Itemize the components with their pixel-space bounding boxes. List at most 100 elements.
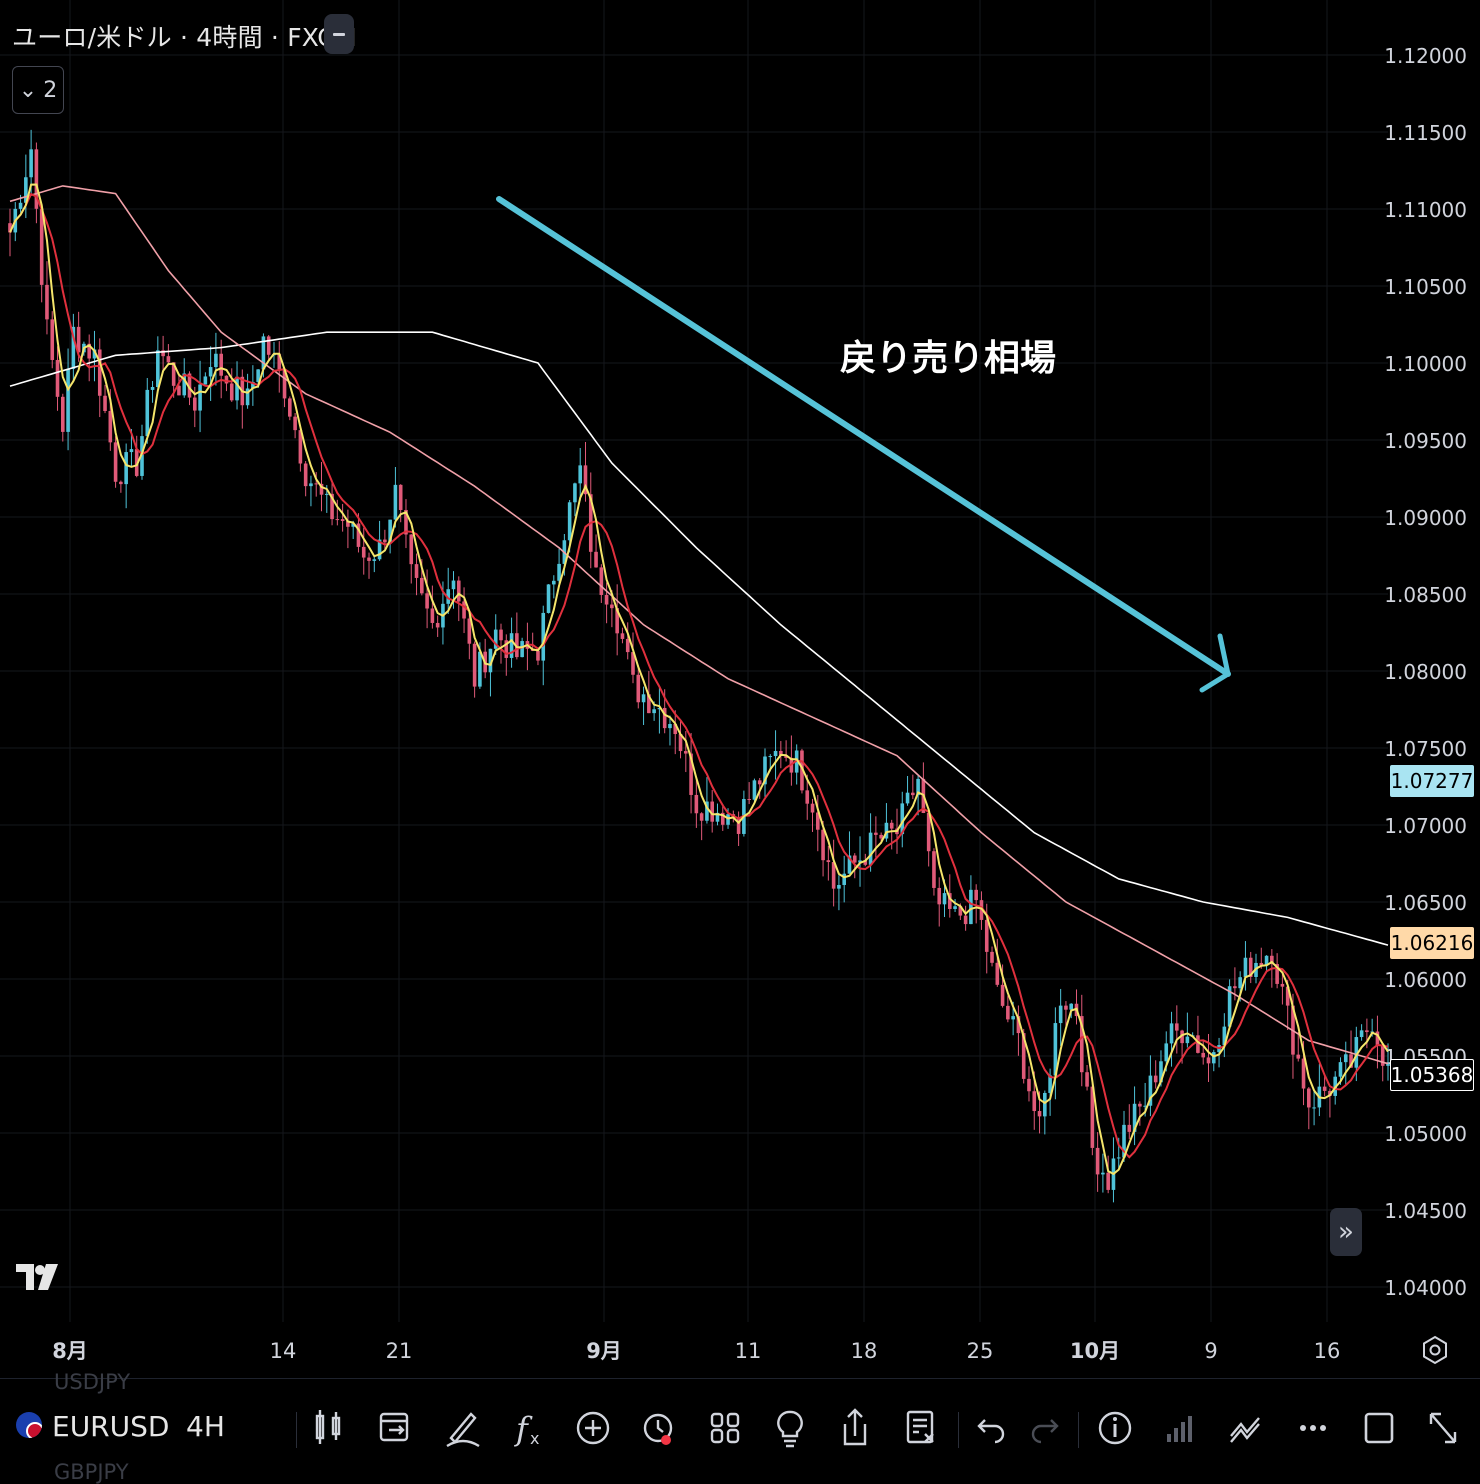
x-tick-label: 18	[851, 1339, 878, 1363]
redo-icon[interactable]	[1020, 1404, 1066, 1452]
candle-body	[520, 641, 524, 658]
candle-body	[97, 349, 102, 396]
candle-body	[1343, 1054, 1348, 1063]
candle-body	[383, 539, 387, 543]
drawing-icon[interactable]	[440, 1404, 486, 1452]
candle-body	[684, 751, 688, 754]
candle-body	[784, 755, 788, 758]
checklist-icon[interactable]	[898, 1404, 944, 1452]
candle-body	[171, 362, 176, 386]
candle-body	[937, 887, 942, 905]
candle-body	[625, 638, 630, 653]
chart-title[interactable]: ユーロ/米ドル · 4時間 · FXCM	[12, 23, 357, 52]
candle-body	[604, 594, 609, 605]
candle-body	[615, 608, 619, 634]
gear-icon[interactable]	[1420, 1335, 1450, 1365]
layout-icon[interactable]	[702, 1404, 748, 1452]
candle-body	[573, 483, 577, 503]
bars-icon[interactable]	[1158, 1404, 1204, 1452]
y-tick-label: 1.12000	[1384, 44, 1467, 68]
candle-body	[134, 449, 139, 476]
candle-body	[1143, 1105, 1147, 1107]
candle-body	[736, 818, 741, 834]
candle-body	[1032, 1091, 1037, 1112]
y-tick-label: 1.10500	[1384, 275, 1467, 299]
candle-body	[1280, 983, 1285, 987]
x-tick-label: 21	[386, 1339, 413, 1363]
candle-body	[815, 812, 820, 830]
candles-icon[interactable]	[306, 1404, 352, 1452]
candle-body	[1053, 1023, 1058, 1076]
candle-body	[610, 604, 614, 609]
collapse-legend-button[interactable]	[324, 14, 354, 54]
candle-body	[668, 724, 672, 729]
candle-body	[467, 618, 472, 644]
candle-body	[462, 601, 466, 619]
share-icon[interactable]	[832, 1404, 878, 1452]
candle-body	[673, 724, 678, 735]
candle-body	[557, 563, 561, 581]
trend-arrow-shaft	[496, 196, 1231, 677]
candle-body	[1148, 1075, 1153, 1106]
trend-annotation-label[interactable]: 戻り売り相場	[840, 338, 1056, 379]
candle-body	[689, 753, 693, 795]
ma-long-line	[9, 331, 1389, 946]
candle-body	[1037, 1111, 1042, 1117]
price-tag-1.05368: 1.05368	[1390, 1059, 1474, 1091]
candle-body	[420, 577, 424, 594]
candle-body	[805, 790, 810, 804]
candle-body	[256, 369, 260, 382]
candle-body	[1106, 1172, 1110, 1190]
candle-body	[953, 906, 957, 909]
candle-body	[773, 750, 778, 757]
candle-body	[1365, 1030, 1369, 1033]
candle-body	[1043, 1092, 1047, 1117]
candle-body	[277, 354, 282, 370]
candle-body	[388, 519, 392, 543]
candle-body	[1354, 1037, 1359, 1068]
candle-body	[1000, 984, 1005, 1006]
candle-body	[694, 794, 699, 814]
ideas-icon[interactable]	[767, 1404, 813, 1452]
y-tick-label: 1.11500	[1384, 121, 1467, 145]
candle-body	[1138, 1103, 1142, 1107]
interval-button[interactable]: 4H	[186, 1410, 225, 1443]
candle-body	[1048, 1075, 1052, 1093]
candle-body	[509, 633, 514, 658]
alert-icon[interactable]	[635, 1404, 681, 1452]
candle-body	[536, 650, 540, 661]
candle-body	[219, 353, 223, 376]
candle-body	[430, 608, 435, 623]
strategy-icon[interactable]	[1222, 1404, 1268, 1452]
y-tick-label: 1.09000	[1384, 506, 1467, 530]
y-tick-label: 1.06500	[1384, 891, 1467, 915]
replay-icon[interactable]	[372, 1404, 418, 1452]
candle-body	[657, 707, 662, 710]
trend-arrow[interactable]	[496, 196, 1231, 693]
undo-icon[interactable]	[970, 1404, 1016, 1452]
add-icon[interactable]	[570, 1404, 616, 1452]
candle-body	[932, 851, 936, 888]
candle-body	[1322, 1086, 1327, 1091]
candle-body	[251, 381, 255, 389]
symbol-button[interactable]: EURUSD	[52, 1410, 170, 1443]
fullscreen-icon[interactable]	[1356, 1404, 1402, 1452]
candle-body	[1349, 1054, 1353, 1068]
info-icon[interactable]	[1092, 1404, 1138, 1452]
indicator-toggle-button[interactable]: ⌄ 2	[12, 66, 64, 114]
candle-body	[858, 860, 862, 863]
candle-body	[1233, 986, 1237, 989]
y-tick-label: 1.04000	[1384, 1276, 1467, 1300]
scroll-to-latest-button[interactable]: »	[1330, 1208, 1362, 1256]
candle-body	[1180, 1030, 1184, 1044]
candle-body	[456, 580, 461, 602]
candle-body	[214, 353, 218, 368]
more-icon[interactable]	[1290, 1404, 1336, 1452]
candle-body	[1243, 957, 1248, 978]
candle-body	[266, 336, 271, 355]
candle-body	[103, 395, 107, 412]
expand-icon[interactable]	[1420, 1404, 1466, 1452]
y-tick-label: 1.11000	[1384, 198, 1467, 222]
